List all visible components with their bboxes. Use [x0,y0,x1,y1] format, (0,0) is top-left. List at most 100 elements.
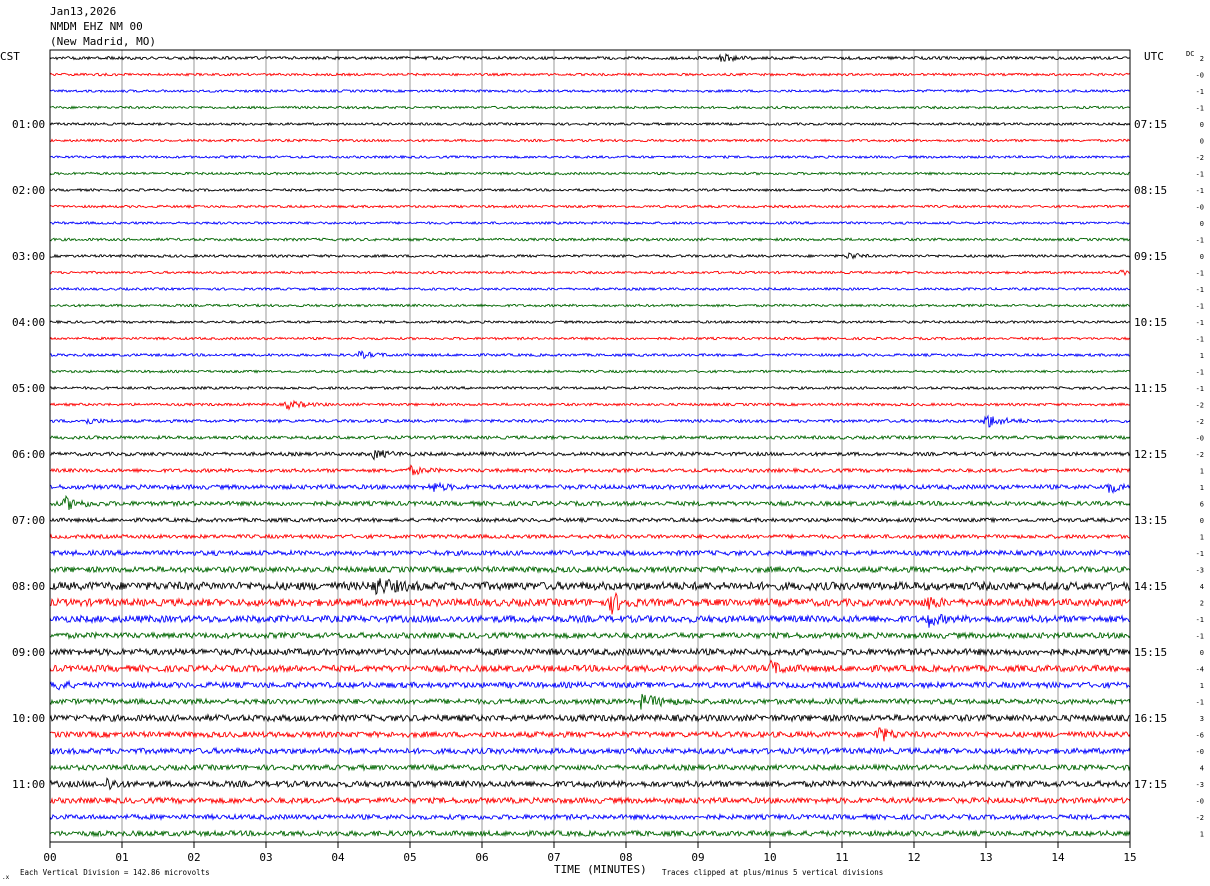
seismic-trace [49,679,1131,691]
x-tick-label: 04 [331,851,345,864]
seismic-trace [49,414,1131,428]
seismic-trace [49,303,1131,308]
right-hour-labels: 07:15 08:15 09:15 10:15 11:15 12:15 13:15 14:15… [1134,118,1167,791]
dc-offset-value: 0 [1200,138,1204,146]
seismic-trace [49,829,1131,838]
dc-offset-value: -3 [1196,567,1204,575]
seismic-trace [49,204,1131,209]
dc-offset-value: 4 [1200,583,1204,591]
dc-offset-value: 0 [1200,649,1204,657]
dc-offset-value: -2 [1196,418,1204,426]
dc-offset-value: -1 [1196,303,1204,311]
left-timezone-label: CST [0,50,20,63]
left-hour-label: 02:00 [12,184,45,197]
dc-offset-value: -2 [1196,814,1204,822]
dc-offset-value: 0 [1200,121,1204,129]
dc-offset-labels: 2 -0 -1 -1 0 0 -2 -1 -1 -0 0 -1 0 -1 -1 -1 -1 -1 1 -1 -1 -2 -2… [1196,55,1204,839]
dc-offset-value: 2 [1200,600,1204,608]
right-hour-label: 08:15 [1134,184,1167,197]
dc-offset-value: 2 [1200,55,1204,63]
dc-offset-value: -1 [1196,187,1204,195]
seismic-trace [49,578,1131,596]
left-hour-label: 03:00 [12,250,45,263]
seismic-trace [49,252,1131,260]
dc-offset-value: -1 [1196,336,1204,344]
dc-offset-value: -2 [1196,451,1204,459]
dc-offset-value: -1 [1196,171,1204,179]
dc-offset-value: -3 [1196,781,1204,789]
x-tick-label: 11 [835,851,848,864]
seismic-trace [49,434,1131,441]
left-hour-labels: 01:00 02:00 03:00 04:00 05:00 06:00 07:00 08:00… [12,118,45,791]
dc-offset-value: -1 [1196,237,1204,245]
dc-offset-value: 0 [1200,517,1204,525]
seismic-trace [49,220,1131,226]
dc-offset-value: 6 [1200,501,1204,509]
dc-offset-value: -1 [1196,699,1204,707]
right-hour-label: 13:15 [1134,514,1167,527]
seismic-trace [49,72,1131,77]
dc-offset-value: 1 [1200,682,1204,690]
left-hour-label: 07:00 [12,514,45,527]
dc-offset-value: 1 [1200,831,1204,839]
seismic-trace [49,516,1131,524]
scale-note: Each Vertical Division = 142.86 microvol… [20,868,210,877]
dc-offset-value: 0 [1200,220,1204,228]
right-hour-label: 14:15 [1134,580,1167,593]
right-hour-label: 07:15 [1134,118,1167,131]
seismic-trace [49,105,1131,110]
dc-offset-value: -1 [1196,286,1204,294]
dc-offset-value: -0 [1196,435,1204,443]
seismic-trace [49,533,1131,540]
dc-offset-value: -1 [1196,270,1204,278]
corner-mark-icon: .x [2,874,10,881]
x-tick-label: 15 [1123,851,1136,864]
seismic-trace [49,631,1131,640]
x-tick-label: 09 [691,851,704,864]
seismic-trace [49,450,1131,461]
right-hour-label: 12:15 [1134,448,1167,461]
clip-note: Traces clipped at plus/minus 5 vertical … [662,868,883,877]
seismic-trace [49,464,1131,476]
seismic-trace [49,613,1131,628]
x-tick-label: 00 [43,851,56,864]
seismic-trace [49,659,1131,674]
dc-offset-value: -0 [1196,798,1204,806]
seismic-trace [49,187,1131,193]
seismic-trace [49,777,1131,791]
seismic-traces [49,53,1131,838]
x-axis-ticks: 00 01 02 03 04 05 06 07 08 09 10 11 12 13 14 15 [43,842,1137,864]
left-hour-label: 01:00 [12,118,45,131]
dc-offset-value: -0 [1196,204,1204,212]
dc-offset-value: -1 [1196,550,1204,558]
dc-offset-value: -1 [1196,616,1204,624]
station-name: NMDM EHZ NM 00 [50,20,143,33]
dc-offset-value: -1 [1196,385,1204,393]
dc-offset-value: -0 [1196,748,1204,756]
x-tick-label: 08 [619,851,632,864]
dc-offset-value: -1 [1196,88,1204,96]
dc-offset-value: -2 [1196,402,1204,410]
seismic-trace [49,121,1131,127]
dc-offset-value: 1 [1200,534,1204,542]
plot-frame [49,49,1131,843]
left-hour-label: 06:00 [12,448,45,461]
seismic-trace [49,154,1130,160]
right-hour-label: 16:15 [1134,712,1167,725]
x-axis-label: TIME (MINUTES) [554,863,647,876]
dc-offset-value: -2 [1196,154,1204,162]
x-tick-label: 12 [907,851,920,864]
seismic-trace [49,286,1131,292]
seismic-trace [49,647,1131,657]
right-hour-label: 17:15 [1134,778,1167,791]
dc-offset-value: -6 [1196,732,1204,740]
dc-offset-value: -1 [1196,633,1204,641]
left-hour-label: 05:00 [12,382,45,395]
seismic-trace [49,565,1131,574]
dc-offset-value: -0 [1196,72,1204,80]
x-tick-label: 01 [115,851,128,864]
dc-offset-value: 1 [1200,352,1204,360]
right-hour-label: 11:15 [1134,382,1167,395]
station-location: (New Madrid, MO) [50,35,156,48]
